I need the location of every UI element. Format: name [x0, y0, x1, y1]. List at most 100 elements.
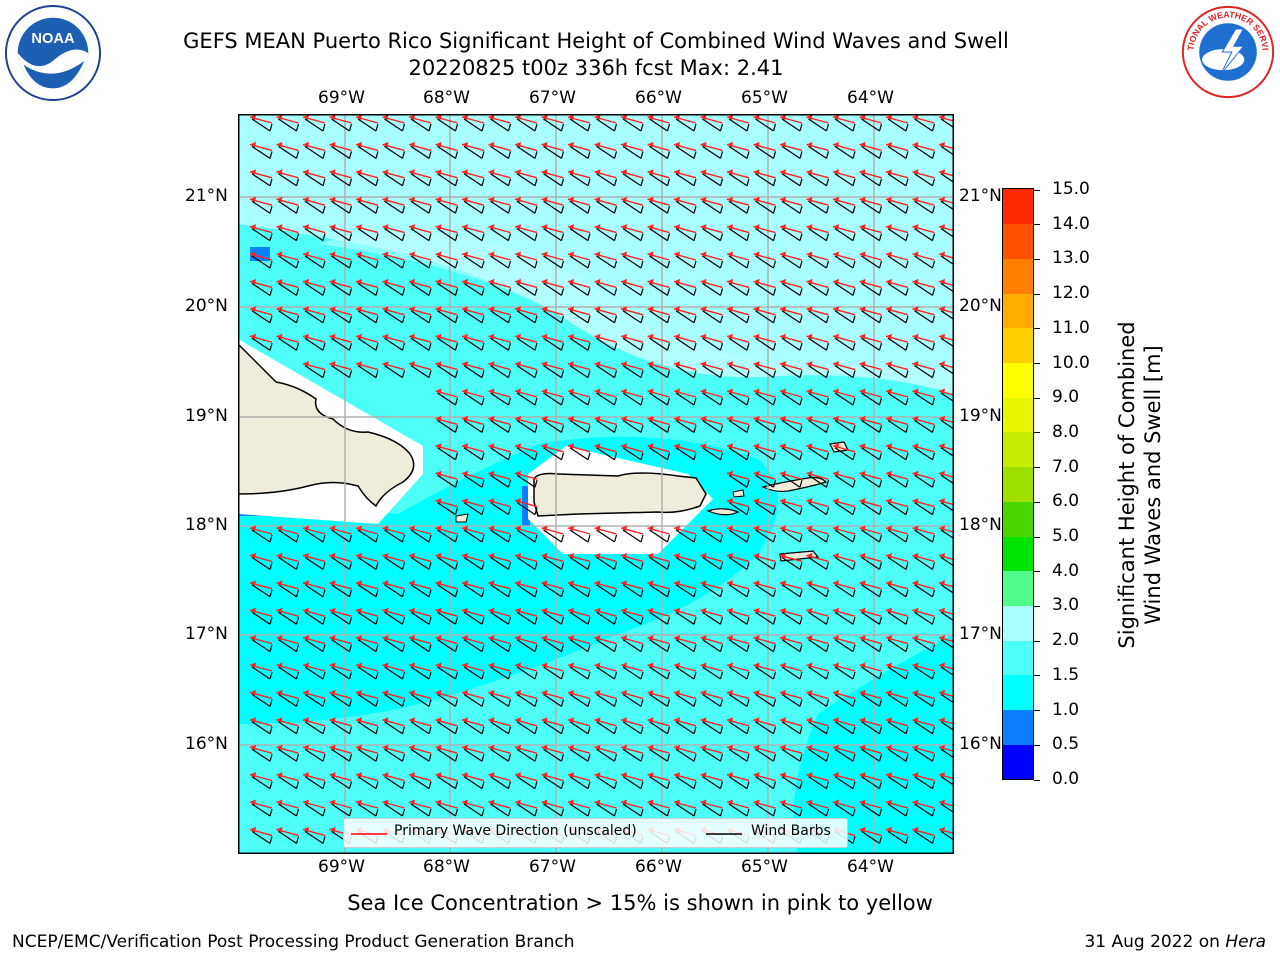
- wave-arrow-head: [859, 333, 866, 340]
- wind-barb-flag: [693, 562, 697, 570]
- wind-barb-flag: [666, 562, 671, 570]
- wind-barb-flag: [454, 754, 459, 762]
- wind-barb-flag: [719, 754, 724, 762]
- wind-barb: [808, 228, 827, 242]
- wave-arrow-head: [541, 415, 548, 422]
- wind-barb: [516, 803, 536, 817]
- wave-arrow-head: [912, 388, 919, 394]
- wind-barb-flag: [428, 562, 432, 570]
- wind-barb: [887, 666, 907, 680]
- wind-barb-flag: [295, 617, 300, 625]
- wave-arrow-head: [621, 306, 627, 312]
- lon-bottom-label: 65°W: [741, 857, 788, 877]
- wind-barb-flag: [746, 726, 750, 734]
- wave-arrow-head: [462, 799, 468, 805]
- wind-barb: [887, 145, 907, 159]
- wave-arrow-head: [859, 251, 866, 257]
- wave-arrow-head: [515, 580, 521, 586]
- wind-barb-flag: [931, 726, 936, 734]
- wave-arrow-head: [515, 470, 521, 477]
- wind-barb-flag: [905, 260, 909, 269]
- wind-barb-flag: [825, 397, 830, 406]
- wave-arrow-head: [515, 361, 521, 367]
- wind-barb-flag: [666, 644, 671, 652]
- colorbar-segment: [1003, 293, 1033, 329]
- wave-arrow-head: [833, 196, 839, 203]
- wind-barb: [516, 529, 536, 543]
- wave-arrow-head: [541, 799, 548, 805]
- wave-arrow-head: [859, 415, 866, 422]
- wind-barb-flag: [507, 644, 512, 652]
- wind-barb-flag: [878, 836, 883, 844]
- wind-barb: [543, 392, 562, 406]
- wind-barb: [251, 310, 271, 324]
- wave-arrow-head: [515, 251, 521, 257]
- wave-arrow-head: [886, 525, 892, 531]
- wind-barb: [463, 419, 483, 433]
- wind-barb-flag: [348, 260, 353, 269]
- wind-barb: [251, 200, 271, 214]
- wind-barb-flag: [401, 617, 406, 625]
- wave-arrow-head: [833, 251, 839, 257]
- colorbar-segment: [1003, 501, 1033, 537]
- wave-arrow-head: [727, 662, 733, 668]
- wave-arrow-head: [276, 552, 283, 559]
- wave-arrow-head: [833, 772, 839, 778]
- wind-barb-flag: [401, 589, 406, 597]
- wave-arrow-head: [859, 717, 866, 723]
- lat-right-label: 21°N: [959, 186, 1002, 206]
- wind-barb-flag: [905, 562, 909, 570]
- wave-arrow-head: [515, 278, 521, 285]
- wave-arrow-head: [594, 443, 601, 449]
- wave-arrow-head: [939, 224, 945, 230]
- wind-barb: [596, 145, 615, 159]
- wind-barb: [914, 556, 933, 570]
- wind-barb: [304, 118, 324, 132]
- wind-barb-flag: [772, 151, 777, 159]
- colorbar-tick-mark: [1034, 363, 1040, 365]
- wave-arrow-head: [727, 799, 733, 805]
- wave-arrow-head: [886, 717, 892, 723]
- nws-logo: NATIONAL WEATHER SERVICE: [1180, 4, 1275, 99]
- wind-barb-flag: [772, 370, 777, 378]
- colorbar-tick-mark: [1034, 189, 1040, 191]
- wind-barb: [649, 145, 668, 159]
- wind-barb: [437, 474, 456, 488]
- wind-barb: [702, 556, 721, 570]
- wave-arrow-head: [806, 470, 813, 477]
- wind-barb-flag: [560, 370, 565, 378]
- wave-arrow-head: [859, 443, 866, 449]
- wind-barb-flag: [931, 343, 936, 351]
- wind-barb-flag: [507, 726, 512, 734]
- wind-barb: [596, 639, 615, 653]
- wind-barb: [755, 803, 774, 817]
- wave-arrow-head: [700, 251, 707, 257]
- wave-arrow-head: [780, 361, 786, 367]
- wind-barb: [463, 748, 483, 762]
- wind-barb-flag: [322, 233, 326, 241]
- wind-barb-flag: [587, 315, 591, 323]
- wind-barb: [278, 693, 297, 707]
- wave-arrow-head: [806, 744, 813, 751]
- wind-barb-flag: [428, 808, 432, 817]
- colorbar-tick-label: 0.5: [1052, 734, 1080, 755]
- wave-arrow-head: [382, 635, 389, 641]
- wind-barb-flag: [719, 288, 724, 296]
- wind-barb: [755, 200, 774, 214]
- wind-barb-flag: [852, 370, 856, 378]
- wave-arrow-head: [727, 415, 733, 422]
- wind-barb: [675, 255, 695, 269]
- wind-barb-flag: [799, 562, 803, 570]
- wind-barb-flag: [560, 288, 565, 296]
- wind-barb-flag: [746, 397, 750, 406]
- wave-arrow-head: [462, 333, 468, 340]
- wave-arrow-head: [594, 196, 601, 203]
- wind-barb: [304, 748, 324, 762]
- wave-arrow-head: [303, 826, 309, 833]
- wind-barb: [569, 803, 589, 817]
- wind-barb: [410, 666, 430, 680]
- wave-arrow-head: [886, 470, 892, 477]
- wave-arrow-head: [647, 114, 654, 120]
- wave-arrow-head: [435, 114, 442, 120]
- lat-right-label: 20°N: [959, 296, 1002, 316]
